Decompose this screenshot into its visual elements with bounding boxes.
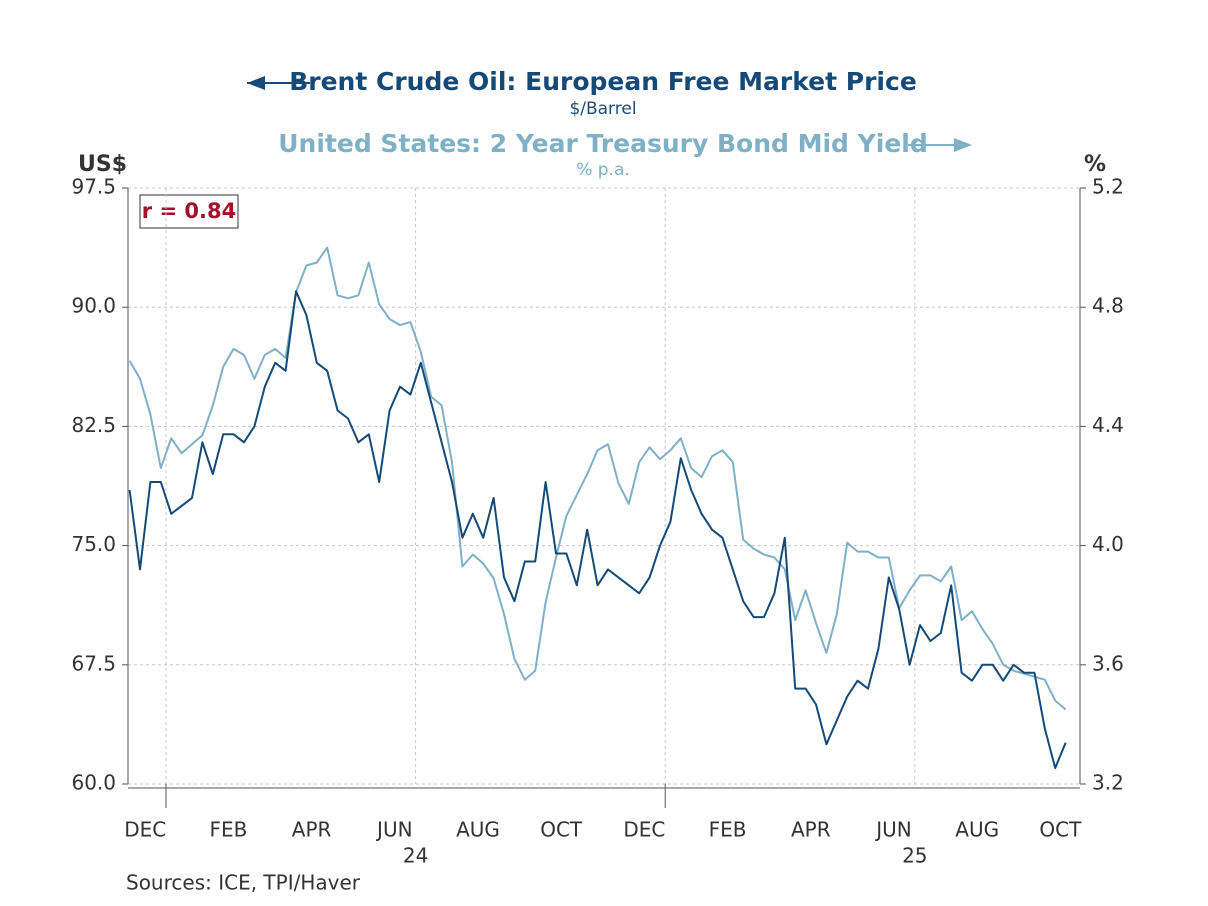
chart-subtitle: United States: 2 Year Treasury Bond Mid … bbox=[278, 129, 928, 158]
series-line bbox=[128, 246, 1067, 711]
y2-tick-label: 3.6 bbox=[1092, 651, 1124, 675]
x-tick-label: APR bbox=[292, 818, 332, 842]
x-tick-label: AUG bbox=[456, 818, 500, 842]
left-arrow-head bbox=[247, 76, 265, 90]
annotation: r = 0.84 bbox=[142, 199, 236, 223]
y2-tick-label: 3.2 bbox=[1092, 771, 1124, 795]
x-tick-label: FEB bbox=[209, 818, 247, 842]
y2-axis-label: % bbox=[1084, 152, 1106, 177]
y2-tick-label: 4.0 bbox=[1092, 532, 1124, 556]
left-unit: $/Barrel bbox=[569, 99, 636, 119]
x-tick-label: OCT bbox=[1039, 818, 1082, 842]
y-tick-label: 75.0 bbox=[71, 532, 116, 556]
annotation-box bbox=[139, 194, 239, 229]
chart-title: Brent Crude Oil: European Free Market Pr… bbox=[289, 67, 917, 96]
x-year-label: 25 bbox=[902, 844, 927, 868]
x-tick-label: OCT bbox=[540, 818, 583, 842]
x-tick-label: JUN bbox=[375, 818, 413, 842]
x-tick-label: JUN bbox=[874, 818, 912, 842]
y-axis-label: US$ bbox=[78, 152, 127, 177]
x-year-label: 24 bbox=[403, 844, 428, 868]
x-tick-label: DEC bbox=[124, 818, 166, 842]
x-tick-label: FEB bbox=[709, 818, 747, 842]
x-tick-label: DEC bbox=[623, 818, 665, 842]
right-unit: % p.a. bbox=[576, 160, 630, 180]
y-tick-label: 60.0 bbox=[71, 771, 116, 795]
y-tick-label: 90.0 bbox=[71, 294, 116, 318]
y-tick-label: 82.5 bbox=[71, 413, 116, 437]
y-tick-label: 97.5 bbox=[71, 175, 116, 199]
x-tick-label: APR bbox=[791, 818, 831, 842]
y2-tick-label: 4.8 bbox=[1092, 294, 1124, 318]
x-tick-label: AUG bbox=[955, 818, 999, 842]
source: Sources: ICE, TPI/Haver bbox=[126, 871, 361, 895]
y2-tick-label: 4.4 bbox=[1092, 413, 1124, 437]
y-tick-label: 67.5 bbox=[71, 651, 116, 675]
series-line bbox=[128, 290, 1067, 770]
right-arrow-head bbox=[954, 138, 972, 152]
y2-tick-label: 5.2 bbox=[1092, 175, 1124, 199]
